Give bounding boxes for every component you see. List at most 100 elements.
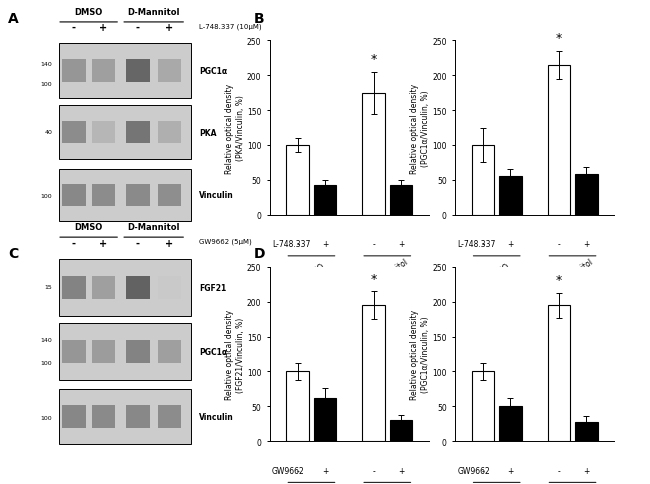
Bar <box>389 421 412 441</box>
Bar <box>499 407 522 441</box>
FancyBboxPatch shape <box>158 405 181 428</box>
Text: +: + <box>398 466 404 475</box>
FancyBboxPatch shape <box>158 276 181 300</box>
Text: *: * <box>370 53 377 66</box>
Text: -: - <box>136 23 140 33</box>
Text: -: - <box>558 466 560 475</box>
FancyBboxPatch shape <box>92 276 115 300</box>
Text: +: + <box>507 466 514 475</box>
Text: D-Mannitol: D-Mannitol <box>555 257 595 288</box>
Text: DMSO: DMSO <box>302 262 326 283</box>
Text: D-Mannitol: D-Mannitol <box>127 8 180 17</box>
Text: +: + <box>99 238 107 248</box>
FancyBboxPatch shape <box>62 184 86 206</box>
FancyBboxPatch shape <box>126 60 150 83</box>
FancyBboxPatch shape <box>62 340 86 363</box>
Text: PGC1α: PGC1α <box>199 348 227 356</box>
Text: GW9662: GW9662 <box>272 466 305 475</box>
Text: GW9662 (5μM): GW9662 (5μM) <box>199 238 252 245</box>
Text: +: + <box>507 240 514 249</box>
Text: DMSO: DMSO <box>75 223 103 232</box>
Bar <box>499 177 522 215</box>
Y-axis label: Relative optical density
(PGC1α/Vinculin, %): Relative optical density (PGC1α/Vinculin… <box>410 83 430 173</box>
Bar <box>362 305 385 441</box>
FancyBboxPatch shape <box>92 121 115 144</box>
FancyBboxPatch shape <box>126 340 150 363</box>
Text: PKA: PKA <box>199 128 216 137</box>
FancyBboxPatch shape <box>62 276 86 300</box>
Text: -: - <box>72 238 76 248</box>
FancyBboxPatch shape <box>58 106 190 160</box>
FancyBboxPatch shape <box>58 260 190 316</box>
FancyBboxPatch shape <box>158 184 181 206</box>
Text: PGC1α: PGC1α <box>199 67 227 76</box>
FancyBboxPatch shape <box>126 184 150 206</box>
Text: +: + <box>166 238 174 248</box>
Text: L-748.337: L-748.337 <box>458 240 496 249</box>
Bar <box>287 146 309 215</box>
Text: 100: 100 <box>41 194 53 198</box>
Text: -: - <box>558 240 560 249</box>
Text: 100: 100 <box>41 82 53 87</box>
Bar <box>314 186 337 215</box>
FancyBboxPatch shape <box>158 60 181 83</box>
Text: -: - <box>296 240 299 249</box>
Bar <box>547 305 570 441</box>
Text: +: + <box>99 23 107 33</box>
Text: L-748.337: L-748.337 <box>272 240 311 249</box>
FancyBboxPatch shape <box>62 405 86 428</box>
Text: -: - <box>72 23 76 33</box>
Text: D-Mannitol: D-Mannitol <box>370 483 410 484</box>
FancyBboxPatch shape <box>62 121 86 144</box>
Bar <box>575 175 597 215</box>
FancyBboxPatch shape <box>158 121 181 144</box>
FancyBboxPatch shape <box>126 405 150 428</box>
Text: -: - <box>482 466 484 475</box>
Bar <box>575 422 597 441</box>
Text: *: * <box>556 32 562 45</box>
Text: *: * <box>370 272 377 285</box>
Text: -: - <box>372 466 375 475</box>
Text: DMSO: DMSO <box>75 8 103 17</box>
Text: FGF21: FGF21 <box>199 284 226 292</box>
FancyBboxPatch shape <box>126 121 150 144</box>
Text: DMSO: DMSO <box>488 262 512 283</box>
Bar <box>362 93 385 215</box>
Y-axis label: Relative optical density
(PGC1α/Vinculin, %): Relative optical density (PGC1α/Vinculin… <box>410 309 430 399</box>
Text: +: + <box>166 23 174 33</box>
Text: D-Mannitol: D-Mannitol <box>370 257 410 288</box>
FancyBboxPatch shape <box>158 340 181 363</box>
Text: +: + <box>322 240 328 249</box>
Text: Vinculin: Vinculin <box>199 412 233 421</box>
FancyBboxPatch shape <box>62 60 86 83</box>
Text: L-748.337 (10μM): L-748.337 (10μM) <box>199 23 261 30</box>
FancyBboxPatch shape <box>92 405 115 428</box>
Text: +: + <box>322 466 328 475</box>
Text: -: - <box>372 240 375 249</box>
Text: -: - <box>482 240 484 249</box>
Text: -: - <box>136 238 140 248</box>
Text: A: A <box>8 12 19 26</box>
Text: D: D <box>254 247 265 261</box>
FancyBboxPatch shape <box>58 390 190 444</box>
Bar <box>389 186 412 215</box>
Text: D-Mannitol: D-Mannitol <box>555 483 595 484</box>
Text: D-Mannitol: D-Mannitol <box>127 223 180 232</box>
Text: +: + <box>398 240 404 249</box>
Text: +: + <box>583 240 590 249</box>
Text: 100: 100 <box>41 415 53 420</box>
Text: 40: 40 <box>45 129 53 135</box>
FancyBboxPatch shape <box>126 276 150 300</box>
Text: GW9662: GW9662 <box>458 466 490 475</box>
Bar <box>287 372 309 441</box>
FancyBboxPatch shape <box>58 45 190 98</box>
FancyBboxPatch shape <box>92 60 115 83</box>
Y-axis label: Relative optical density
(FGF21/Vinculin, %): Relative optical density (FGF21/Vinculin… <box>225 309 245 399</box>
Bar <box>472 146 495 215</box>
FancyBboxPatch shape <box>92 340 115 363</box>
Bar <box>547 65 570 215</box>
Text: C: C <box>8 247 18 261</box>
Text: Vinculin: Vinculin <box>199 191 233 200</box>
Text: 100: 100 <box>41 360 53 365</box>
Text: *: * <box>556 274 562 287</box>
